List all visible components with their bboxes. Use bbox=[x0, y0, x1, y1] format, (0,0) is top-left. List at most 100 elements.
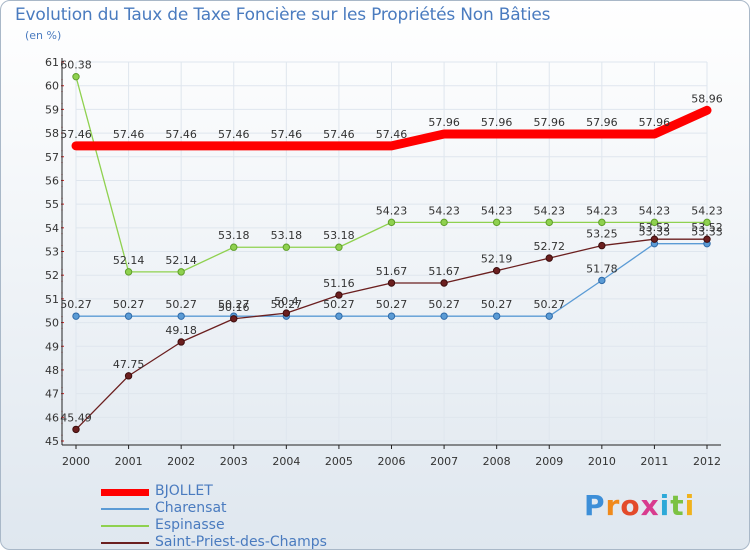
data-label: 52.14 bbox=[113, 254, 145, 267]
x-tick-label: 2006 bbox=[378, 455, 406, 468]
y-tick-label: 54 bbox=[45, 222, 59, 235]
data-label: 50.27 bbox=[113, 298, 145, 311]
x-tick-label: 2010 bbox=[588, 455, 616, 468]
data-label: 51.67 bbox=[428, 265, 460, 278]
series-line-bjollet bbox=[71, 105, 712, 151]
data-label: 50.27 bbox=[60, 298, 92, 311]
data-label: 54.23 bbox=[481, 204, 513, 217]
y-tick-label: 60 bbox=[45, 80, 59, 93]
x-tick-label: 2004 bbox=[272, 455, 300, 468]
data-label: 57.96 bbox=[586, 116, 618, 129]
data-point bbox=[177, 312, 185, 320]
data-label: 57.46 bbox=[218, 128, 250, 141]
data-label: 57.46 bbox=[271, 128, 303, 141]
axes: 45 46 47 48 49 50 51 52 53 54 55 56 57 58 59 60 61 2000 20… bbox=[45, 56, 721, 468]
x-tick-label: 2003 bbox=[220, 455, 248, 468]
y-tick-label: 45 bbox=[45, 435, 59, 448]
legend-label: BJOLLET bbox=[155, 483, 213, 499]
data-label: 54.23 bbox=[586, 204, 618, 217]
data-label: 54.23 bbox=[428, 204, 460, 217]
data-label: 57.46 bbox=[165, 128, 197, 141]
data-label: 50.27 bbox=[481, 298, 513, 311]
data-point bbox=[72, 312, 80, 320]
data-label: 53.18 bbox=[271, 229, 303, 242]
y-tick-label: 46 bbox=[45, 411, 59, 424]
data-label: 53.18 bbox=[218, 229, 250, 242]
data-label: 47.75 bbox=[113, 358, 145, 371]
data-label: 51.67 bbox=[376, 265, 408, 278]
data-point bbox=[335, 312, 343, 320]
x-tick-label: 2001 bbox=[115, 455, 143, 468]
data-label: 53.52 bbox=[639, 221, 671, 234]
data-point bbox=[72, 72, 80, 81]
data-label: 57.96 bbox=[481, 116, 513, 129]
data-label: 51.16 bbox=[323, 277, 355, 290]
x-tick-label: 2007 bbox=[430, 455, 458, 468]
data-point bbox=[440, 218, 448, 227]
data-point bbox=[335, 243, 343, 251]
data-point bbox=[177, 338, 185, 346]
data-point bbox=[230, 315, 238, 323]
y-tick-label: 49 bbox=[45, 340, 59, 353]
data-point bbox=[598, 241, 606, 250]
logo-letter: i bbox=[684, 489, 696, 522]
y-tick-label: 47 bbox=[45, 388, 59, 401]
y-tick-label: 59 bbox=[45, 103, 59, 116]
y-tick-label: 50 bbox=[45, 317, 59, 330]
data-point bbox=[650, 218, 659, 227]
data-point bbox=[387, 218, 396, 227]
data-label: 50.27 bbox=[218, 298, 250, 311]
data-point bbox=[492, 218, 501, 227]
y-tick-label: 56 bbox=[45, 174, 59, 187]
data-point bbox=[124, 268, 133, 276]
data-labels: 57.46 57.46 57.46 57.46 57.46 57.46 57.46 57.96… bbox=[60, 59, 723, 425]
data-point bbox=[387, 279, 396, 287]
data-label: 50.16 bbox=[218, 301, 250, 314]
data-point bbox=[282, 243, 291, 251]
y-tick-label: 55 bbox=[45, 198, 59, 211]
y-tick-label: 53 bbox=[45, 246, 59, 259]
data-point bbox=[545, 254, 553, 262]
logo-letter: r bbox=[605, 489, 621, 522]
data-point bbox=[282, 309, 291, 317]
data-label: 53.25 bbox=[586, 228, 618, 241]
data-point bbox=[598, 218, 606, 227]
data-label: 57.96 bbox=[534, 116, 566, 129]
logo-letter: i bbox=[659, 489, 671, 522]
chart-title: Evolution du Taux de Taxe Foncière sur l… bbox=[15, 5, 551, 25]
data-label: 52.19 bbox=[481, 253, 513, 266]
data-point bbox=[387, 312, 396, 320]
data-label: 50.27 bbox=[323, 298, 355, 311]
x-tick-label: 2000 bbox=[62, 455, 90, 468]
x-tick-label: 2011 bbox=[640, 455, 668, 468]
data-label: 57.46 bbox=[60, 128, 92, 141]
data-label: 50.27 bbox=[428, 298, 460, 311]
y-tick-label: 48 bbox=[45, 364, 59, 377]
data-point bbox=[177, 268, 185, 276]
data-label: 54.23 bbox=[534, 204, 566, 217]
data-label: 57.96 bbox=[639, 116, 671, 129]
data-point bbox=[703, 218, 711, 227]
data-label: 51.78 bbox=[586, 262, 618, 275]
data-label: 53.33 bbox=[691, 226, 723, 239]
proxiti-logo: Proxiti bbox=[584, 489, 695, 522]
data-point bbox=[440, 312, 448, 320]
data-label: 50.27 bbox=[376, 298, 408, 311]
y-tick-label: 58 bbox=[45, 127, 59, 140]
data-label: 50.27 bbox=[165, 298, 197, 311]
x-tick-label: 2009 bbox=[535, 455, 563, 468]
data-label: 53.52 bbox=[691, 221, 723, 234]
legend-swatch bbox=[101, 525, 149, 527]
data-label: 57.46 bbox=[113, 128, 145, 141]
x-tick-label: 2002 bbox=[167, 455, 195, 468]
data-label: 49.18 bbox=[165, 324, 197, 337]
y-unit-label: (en %) bbox=[25, 29, 62, 42]
data-point bbox=[703, 235, 711, 243]
data-point bbox=[545, 312, 553, 320]
y-tick-label: 61 bbox=[45, 56, 59, 69]
data-label: 50.27 bbox=[534, 298, 566, 311]
data-point bbox=[124, 372, 133, 380]
data-label: 57.96 bbox=[428, 116, 460, 129]
legend-swatch bbox=[101, 508, 149, 510]
